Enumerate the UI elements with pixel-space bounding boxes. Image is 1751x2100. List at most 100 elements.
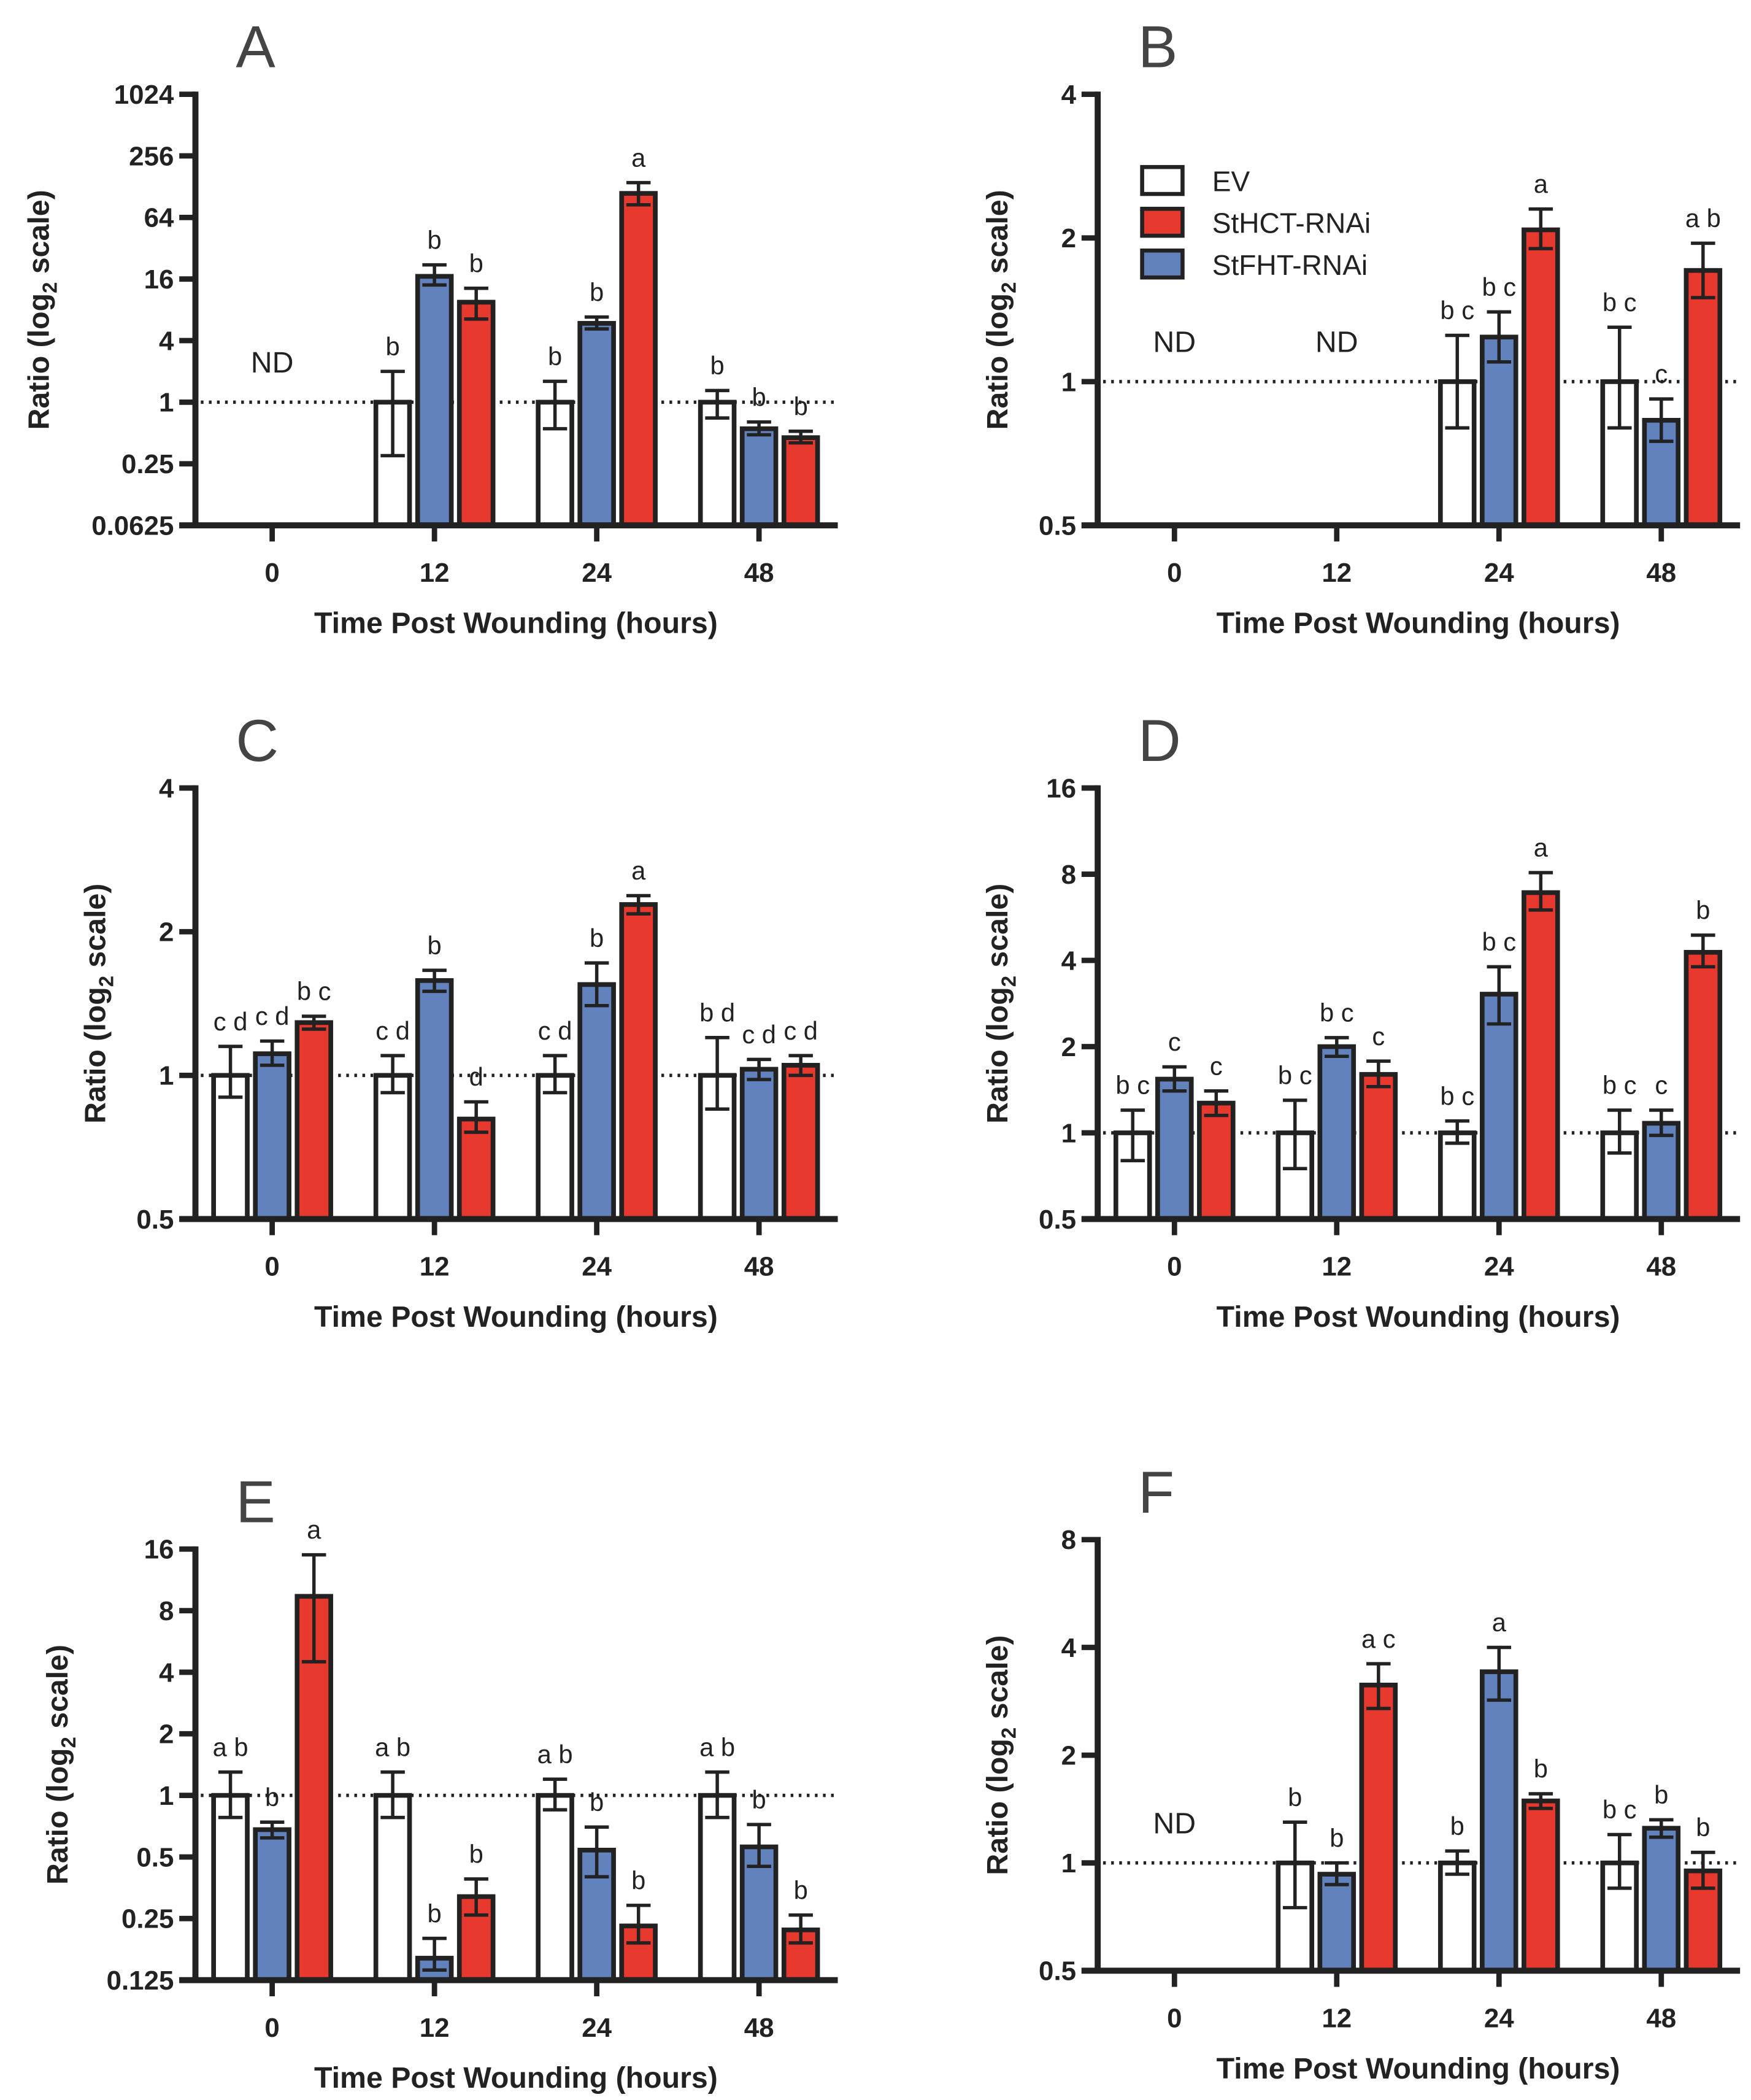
significance-letter: a bbox=[307, 1515, 321, 1544]
significance-letter: b c bbox=[1320, 998, 1354, 1027]
y-tick-label: 2 bbox=[1061, 1740, 1076, 1770]
y-tick-label: 0.25 bbox=[121, 1904, 174, 1934]
x-tick-label: 24 bbox=[582, 1252, 612, 1282]
significance-letter: b bbox=[265, 1783, 279, 1812]
x-axis-label: Time Post Wounding (hours) bbox=[1217, 1300, 1620, 1334]
significance-letter: a b bbox=[1685, 204, 1721, 233]
panel-letter: C bbox=[236, 708, 279, 774]
bar-StFHT-RNAi-0 bbox=[1155, 1076, 1194, 1222]
y-tick-label: 4 bbox=[1061, 80, 1077, 110]
bar-StFHT-RNAi-48 bbox=[1642, 1826, 1681, 1974]
bar-StHCT-RNAi-48 bbox=[1684, 268, 1723, 528]
significance-letter: b bbox=[590, 924, 604, 952]
x-tick-label: 12 bbox=[420, 1252, 450, 1282]
x-tick-label: 48 bbox=[1646, 558, 1676, 588]
significance-letter: b bbox=[1450, 1812, 1464, 1840]
significance-letter: b c bbox=[1440, 1081, 1474, 1110]
significance-letter: b c bbox=[1482, 927, 1516, 956]
significance-letter: a bbox=[1492, 1608, 1507, 1637]
legend-swatch-StFHT-RNAi bbox=[1140, 248, 1185, 280]
bar-StHCT-RNAi-12 bbox=[456, 1116, 496, 1222]
bar-EV-0 bbox=[211, 1073, 250, 1222]
y-tick-label: 0.5 bbox=[136, 1842, 174, 1872]
y-tick-label: 4 bbox=[1061, 1633, 1077, 1663]
bar-StHCT-RNAi-0 bbox=[1197, 1100, 1236, 1222]
significance-letter: c d bbox=[783, 1016, 818, 1045]
x-tick-label: 48 bbox=[744, 2013, 774, 2043]
panel-B: B 4 2 1 0.5 b c b c b c c a a b 0 ND 12 ND 24 48 Time Pos… bbox=[981, 15, 1741, 640]
bar-StFHT-RNAi-0 bbox=[253, 1827, 291, 1983]
significance-letter: b c bbox=[1603, 288, 1637, 317]
bar-StHCT-RNAi-24 bbox=[619, 902, 658, 1222]
nd-label: ND bbox=[1315, 326, 1358, 359]
y-tick-label: 16 bbox=[144, 264, 174, 295]
bar-StHCT-RNAi-48 bbox=[781, 435, 820, 528]
y-tick-label: 1 bbox=[159, 1781, 174, 1811]
x-tick-label: 12 bbox=[1322, 558, 1352, 588]
significance-letter: b bbox=[1330, 1823, 1344, 1852]
legend-label: EV bbox=[1212, 166, 1250, 198]
bar-StHCT-RNAi-24 bbox=[619, 191, 658, 528]
bar-StFHT-RNAi-24 bbox=[577, 321, 616, 528]
x-axis-label: Time Post Wounding (hours) bbox=[1217, 2052, 1620, 2085]
significance-letter: a bbox=[631, 143, 646, 172]
significance-letter: b bbox=[794, 1875, 808, 1904]
significance-letter: c bbox=[1655, 1071, 1668, 1100]
nd-label: ND bbox=[1153, 1807, 1196, 1840]
significance-letter: b bbox=[1534, 1755, 1548, 1783]
significance-letter: c bbox=[1372, 1022, 1385, 1051]
y-tick-label: 0.5 bbox=[1039, 1205, 1076, 1235]
bar-StFHT-RNAi-12 bbox=[1317, 1872, 1357, 1974]
y-tick-label: 0.5 bbox=[136, 1205, 174, 1235]
significance-letter: b c bbox=[1440, 296, 1474, 325]
y-axis-label: Ratio (log2 scale) bbox=[79, 884, 117, 1124]
significance-letter: b bbox=[1288, 1783, 1302, 1812]
bar-StHCT-RNAi-48 bbox=[1684, 949, 1723, 1222]
y-tick-label: 0.125 bbox=[107, 1966, 174, 1996]
bar-StHCT-RNAi-48 bbox=[781, 1063, 820, 1222]
x-axis-label: Time Post Wounding (hours) bbox=[1217, 607, 1620, 640]
bar-EV-12 bbox=[373, 1073, 412, 1222]
bar-StFHT-RNAi-24 bbox=[1480, 992, 1518, 1222]
x-tick-label: 24 bbox=[1484, 2003, 1514, 2033]
significance-letter: b bbox=[548, 342, 562, 371]
panel-letter: F bbox=[1138, 1460, 1174, 1526]
y-tick-label: 2 bbox=[1061, 223, 1076, 253]
significance-letter: b c bbox=[1482, 272, 1516, 301]
bar-StFHT-RNAi-24 bbox=[1480, 334, 1518, 528]
significance-letter: c d bbox=[538, 1016, 572, 1045]
bar-StHCT-RNAi-12 bbox=[1359, 1682, 1398, 1974]
y-axis-label: Ratio (log2 scale) bbox=[981, 884, 1020, 1124]
bar-EV-48 bbox=[698, 400, 737, 528]
significance-letter: b bbox=[752, 1785, 766, 1814]
bar-EV-0 bbox=[211, 1793, 250, 1983]
y-tick-label: 16 bbox=[1046, 773, 1076, 803]
x-axis-label: Time Post Wounding (hours) bbox=[314, 1300, 718, 1334]
panel-E: E 16 8 4 2 1 0.5 0.25 0.125 a b a b a b a b b b b b a b b b 0… bbox=[41, 1469, 838, 2094]
bar-EV-48 bbox=[698, 1793, 737, 1983]
y-tick-label: 0.5 bbox=[1039, 1956, 1076, 1986]
y-tick-label: 1 bbox=[159, 388, 174, 418]
significance-letter: a c bbox=[1361, 1624, 1396, 1653]
bar-StFHT-RNAi-24 bbox=[577, 982, 616, 1222]
bar-StFHT-RNAi-12 bbox=[1317, 1044, 1357, 1222]
bar-EV-12 bbox=[373, 1793, 412, 1983]
bar-StHCT-RNAi-12 bbox=[1359, 1071, 1398, 1222]
panel-letter: D bbox=[1138, 708, 1181, 774]
legend-swatch-StHCT-RNAi bbox=[1140, 206, 1185, 238]
bar-EV-24 bbox=[1437, 1860, 1477, 1974]
significance-letter: b bbox=[428, 225, 442, 254]
legend-swatch-EV bbox=[1140, 164, 1185, 196]
panel-letter: E bbox=[236, 1469, 275, 1535]
significance-letter: b bbox=[469, 249, 483, 277]
bar-StFHT-RNAi-48 bbox=[739, 1067, 779, 1222]
significance-letter: b bbox=[590, 1788, 604, 1816]
nd-label: ND bbox=[1153, 326, 1196, 359]
y-axis-label: Ratio (log2 scale) bbox=[22, 190, 61, 430]
y-tick-label: 1024 bbox=[114, 80, 174, 110]
x-tick-label: 0 bbox=[1167, 2003, 1182, 2033]
y-tick-label: 4 bbox=[159, 1658, 174, 1688]
significance-letter: b c bbox=[1278, 1060, 1312, 1089]
